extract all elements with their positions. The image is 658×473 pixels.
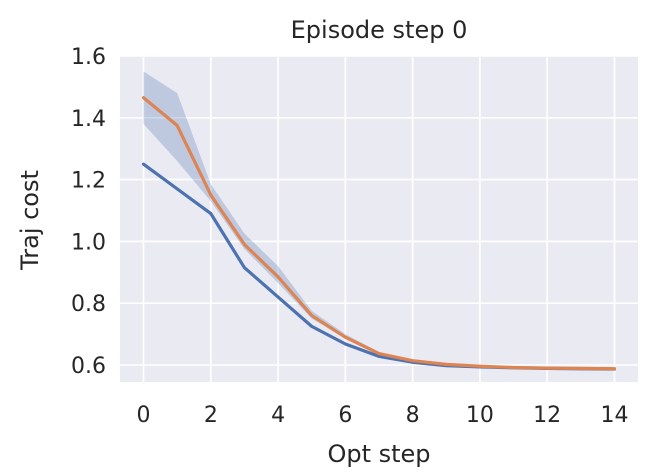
y-tick-label: 1.2: [71, 169, 106, 194]
x-tick-label: 12: [533, 403, 561, 428]
x-tick-label: 8: [406, 403, 420, 428]
plot-area: [120, 56, 638, 382]
x-tick-label: 4: [271, 403, 285, 428]
y-tick-label: 1.4: [71, 107, 106, 132]
y-tick-label: 0.8: [71, 292, 106, 317]
series-line: [141, 96, 617, 371]
tick-labels: 0 2 4 6 8 10 12 14 0.6 0.8 1.0 1.2 1.4 1.6: [71, 45, 628, 428]
y-tick-label: 1.0: [71, 230, 106, 255]
x-tick-label: 0: [137, 403, 151, 428]
x-tick-label: 6: [338, 403, 352, 428]
x-tick-label: 2: [204, 403, 218, 428]
y-axis-label: Traj cost: [16, 170, 44, 271]
x-tick-label: 14: [600, 403, 628, 428]
y-tick-label: 1.6: [71, 45, 106, 70]
y-tick-label: 0.6: [71, 354, 106, 379]
chart-title: Episode step 0: [291, 16, 468, 44]
series-lines: [141, 96, 617, 371]
x-tick-label: 10: [466, 403, 494, 428]
x-axis-label: Opt step: [327, 440, 430, 468]
grid: [120, 55, 638, 382]
